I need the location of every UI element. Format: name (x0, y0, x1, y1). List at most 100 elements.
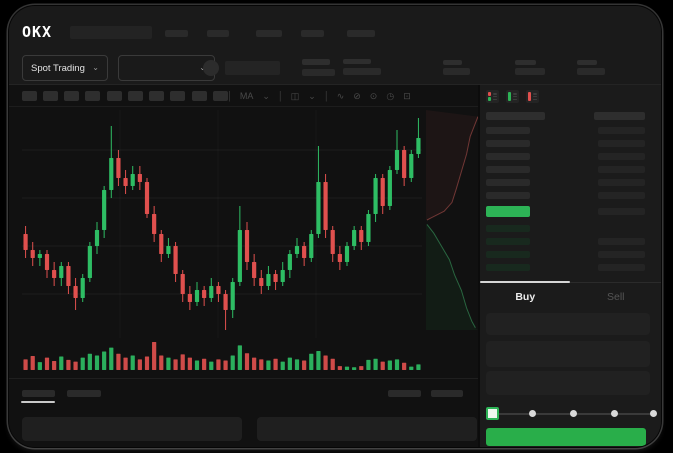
candlestick-chart[interactable] (22, 110, 422, 338)
okx-logo: OKX (22, 23, 53, 41)
stat-value-placeholder (343, 68, 381, 75)
slider-step-dot[interactable] (611, 410, 618, 417)
chart-area[interactable] (9, 85, 478, 447)
ob-col-header-placeholder (486, 112, 545, 120)
bid-size-placeholder (598, 251, 645, 258)
market-type-selector[interactable]: Spot Trading ⌄ (22, 55, 108, 81)
top-header (9, 6, 661, 85)
ask-row-placeholder[interactable] (486, 166, 530, 173)
pair-selector-dropdown[interactable]: ⌄ (118, 55, 215, 81)
pair-name-placeholder (225, 61, 280, 75)
fullscreen-icon[interactable]: ⊡ (403, 90, 411, 101)
ask-row-placeholder[interactable] (486, 127, 530, 134)
last-price-badge (486, 206, 530, 217)
app-window: OKX Spot Trading ⌄ ⌄ | MA ⌄ | ◫ ⌄ | (9, 6, 661, 447)
orderbook-view-bids-icon[interactable] (506, 90, 519, 103)
slider-step-dot[interactable] (570, 410, 577, 417)
ask-row-placeholder[interactable] (486, 140, 530, 147)
ask-size-placeholder (598, 153, 645, 160)
timeframe-button[interactable] (43, 91, 58, 101)
volume-bars (23, 342, 421, 370)
ask-size-placeholder (598, 179, 645, 186)
nav-item-placeholder[interactable] (301, 30, 324, 37)
coin-avatar (203, 60, 219, 76)
chart-toolbar-icons: | MA ⌄ | ◫ ⌄ | ∿ ⊘ ⊙ ◷ ⊡ (228, 90, 411, 102)
timeframe-button[interactable] (192, 91, 207, 101)
nav-item-placeholder[interactable] (207, 30, 229, 37)
ask-row-placeholder[interactable] (486, 153, 530, 160)
stat-label-placeholder (443, 60, 462, 65)
timer-icon[interactable]: ◷ (386, 90, 395, 101)
timeframe-button[interactable] (22, 91, 37, 101)
bid-size-placeholder (598, 264, 645, 271)
stat-value-placeholder (302, 69, 335, 76)
chevron-down-icon[interactable]: ⌄ (262, 90, 270, 101)
nav-item-placeholder[interactable] (347, 30, 375, 37)
stat-label-placeholder (343, 59, 371, 64)
ask-size-placeholder (598, 166, 645, 173)
timeframe-button[interactable] (170, 91, 185, 101)
chevron-down-icon: ⌄ (92, 63, 99, 72)
panel-divider (478, 85, 480, 447)
bid-row-placeholder[interactable] (486, 264, 530, 271)
indicator-ma-icon[interactable]: MA (239, 91, 254, 101)
active-tab-indicator (480, 281, 570, 283)
line-tool-icon[interactable]: ∿ (336, 90, 345, 101)
nav-item-placeholder[interactable] (165, 30, 188, 37)
orderbook-view-asks-icon[interactable] (526, 90, 539, 103)
stat-label-placeholder (515, 60, 536, 65)
timeframe-button[interactable] (128, 91, 143, 101)
toolbar-divider (9, 106, 478, 107)
bottom-action-placeholder[interactable] (431, 390, 463, 397)
stat-label-placeholder (577, 60, 597, 65)
ask-size-placeholder (598, 192, 645, 199)
ob-col-header-placeholder (594, 112, 645, 120)
draw-tool-icon[interactable]: ⊘ (353, 90, 361, 101)
tab-buy[interactable]: Buy (515, 290, 536, 303)
bid-row-placeholder[interactable] (486, 225, 530, 232)
bottom-tab-placeholder[interactable] (67, 390, 101, 397)
buy-submit-button[interactable] (486, 428, 646, 446)
active-tab-underline (21, 401, 55, 403)
chevron-down-icon: ⌄ (199, 64, 206, 72)
stat-label-placeholder (302, 59, 330, 65)
orderbook-view-both-icon[interactable] (486, 90, 499, 103)
screenshot-icon[interactable]: ⊙ (369, 90, 378, 101)
chevron-down-icon[interactable]: ⌄ (308, 90, 316, 101)
bottom-divider (9, 378, 478, 379)
depth-chart (426, 110, 478, 330)
bottom-action-placeholder[interactable] (388, 390, 421, 397)
stat-value-placeholder (577, 68, 605, 75)
timeframe-button[interactable] (213, 91, 228, 101)
timeframe-button[interactable] (107, 91, 122, 101)
chart-type-icon[interactable]: ◫ (290, 90, 300, 101)
stat-value-placeholder (515, 68, 545, 75)
timeframe-button[interactable] (85, 91, 100, 101)
amount-input-placeholder[interactable] (486, 341, 650, 367)
ask-size-placeholder (598, 127, 645, 134)
ob-size-placeholder (598, 208, 645, 215)
slider-step-dot[interactable] (650, 410, 657, 417)
bid-size-placeholder (598, 238, 645, 245)
bottom-tab-active-placeholder[interactable] (22, 390, 55, 397)
nav-item-placeholder[interactable] (256, 30, 282, 37)
timeframe-button[interactable] (149, 91, 164, 101)
bottom-panel-placeholder (22, 417, 242, 441)
tab-sell[interactable]: Sell (606, 290, 625, 303)
header-placeholder (70, 26, 152, 39)
bottom-panel-placeholder (257, 417, 477, 441)
market-type-label: Spot Trading (31, 62, 85, 74)
total-input-placeholder[interactable] (486, 371, 650, 395)
bid-row-placeholder[interactable] (486, 251, 530, 258)
price-input-placeholder[interactable] (486, 313, 650, 335)
slider-step-dot[interactable] (529, 410, 536, 417)
timeframe-button[interactable] (64, 91, 79, 101)
order-side-tabs: Buy Sell (480, 281, 661, 310)
bid-row-placeholder[interactable] (486, 238, 530, 245)
ask-row-placeholder[interactable] (486, 179, 530, 186)
ask-size-placeholder (598, 140, 645, 147)
slider-handle[interactable] (486, 407, 499, 420)
stat-value-placeholder (443, 68, 470, 75)
ask-row-placeholder[interactable] (486, 192, 530, 199)
order-book-panel: Buy Sell (480, 85, 661, 447)
